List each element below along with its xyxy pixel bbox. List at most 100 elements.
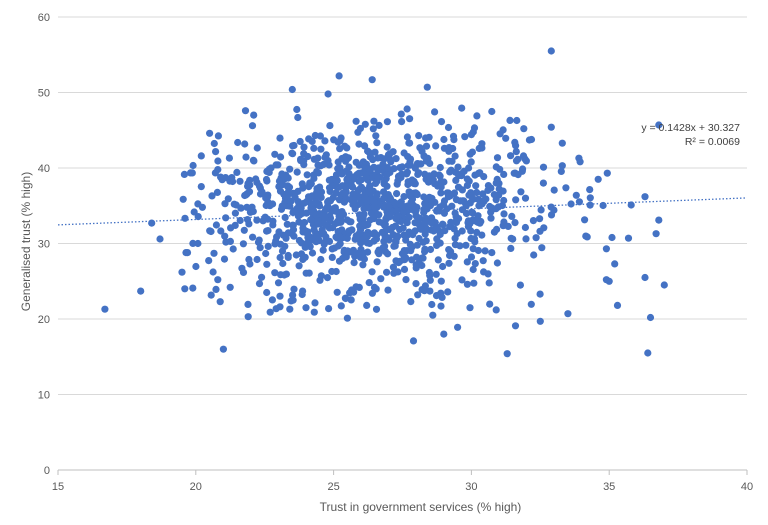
- data-point: [479, 257, 487, 265]
- data-point: [470, 124, 479, 132]
- data-point: [406, 192, 414, 200]
- data-point: [306, 233, 314, 241]
- data-point: [364, 147, 372, 155]
- data-point: [368, 268, 376, 276]
- data-point: [299, 255, 307, 264]
- data-point: [399, 224, 407, 232]
- data-point: [444, 123, 453, 132]
- data-point: [439, 262, 447, 271]
- data-point: [514, 155, 522, 163]
- data-point: [214, 157, 222, 165]
- data-point: [302, 227, 310, 235]
- data-point: [268, 296, 276, 304]
- data-point: [310, 308, 318, 316]
- data-point: [450, 136, 458, 144]
- data-point: [368, 76, 376, 84]
- data-point: [337, 209, 345, 217]
- data-point: [212, 221, 220, 229]
- data-point: [181, 285, 189, 293]
- data-point: [323, 274, 332, 282]
- data-point: [413, 191, 421, 199]
- data-point: [536, 290, 544, 298]
- data-point: [445, 246, 453, 254]
- data-point: [328, 267, 336, 276]
- data-point: [422, 237, 430, 245]
- data-point: [375, 246, 383, 254]
- data-point: [432, 142, 440, 150]
- data-point: [481, 247, 489, 255]
- data-point: [445, 259, 453, 267]
- data-point: [521, 223, 530, 232]
- data-point: [342, 294, 350, 303]
- data-point: [413, 160, 421, 168]
- data-point: [183, 249, 192, 257]
- data-point: [355, 140, 363, 148]
- data-point: [400, 265, 409, 273]
- data-point: [266, 308, 274, 316]
- data-point: [242, 153, 250, 161]
- data-point: [431, 180, 439, 188]
- data-point: [303, 171, 311, 179]
- data-point: [520, 125, 528, 133]
- data-point: [440, 209, 448, 217]
- data-point: [364, 204, 372, 212]
- data-point: [437, 183, 445, 191]
- data-point: [101, 305, 109, 313]
- data-point: [487, 214, 495, 222]
- data-point: [355, 229, 363, 237]
- data-point: [328, 253, 336, 261]
- data-point: [271, 240, 279, 248]
- data-point: [355, 177, 363, 185]
- data-point: [216, 298, 224, 306]
- data-point: [243, 216, 252, 224]
- data-point: [646, 313, 655, 322]
- data-point: [253, 144, 261, 152]
- y-tick-label: 30: [38, 239, 50, 251]
- data-point: [511, 322, 520, 330]
- data-point: [608, 233, 616, 242]
- x-tick-label: 15: [52, 481, 64, 493]
- data-point: [263, 288, 271, 297]
- data-point: [370, 237, 378, 245]
- data-point: [416, 144, 424, 152]
- data-point: [310, 144, 318, 152]
- data-point: [508, 212, 516, 220]
- grid-lines: [58, 16, 747, 395]
- data-point: [386, 150, 394, 158]
- data-point: [355, 169, 363, 177]
- x-tick-label: 25: [327, 481, 339, 493]
- data-point: [369, 230, 377, 238]
- data-point: [238, 264, 246, 272]
- data-point: [277, 153, 285, 161]
- data-point: [300, 150, 308, 158]
- data-point: [437, 289, 445, 297]
- trendline-equation: y = 0.1428x + 30.327: [641, 122, 740, 134]
- labels: 0 10 20 30 40 50 60 15 20 25 30 35 40 Trust in govern…: [19, 12, 753, 514]
- trendline-r-squared: R² = 0.0069: [685, 136, 740, 148]
- data-point: [407, 298, 415, 306]
- data-point: [226, 283, 234, 291]
- data-point: [321, 238, 329, 246]
- data-point: [334, 158, 342, 166]
- data-point: [486, 300, 494, 308]
- x-tick-label: 20: [190, 481, 202, 493]
- data-point: [507, 152, 515, 160]
- data-point: [421, 200, 429, 208]
- data-point: [332, 173, 340, 181]
- data-point: [437, 277, 445, 285]
- data-point: [283, 173, 291, 181]
- data-point: [236, 216, 244, 225]
- data-point: [350, 259, 358, 267]
- data-point: [474, 246, 482, 255]
- data-point: [536, 317, 544, 325]
- data-point: [550, 186, 558, 194]
- data-point: [250, 111, 258, 119]
- data-point: [462, 209, 471, 218]
- data-point: [310, 171, 318, 179]
- data-point: [336, 240, 344, 248]
- data-point: [277, 240, 285, 248]
- data-point: [401, 256, 409, 264]
- data-point: [586, 194, 594, 202]
- data-point: [403, 133, 411, 141]
- data-point: [350, 288, 358, 296]
